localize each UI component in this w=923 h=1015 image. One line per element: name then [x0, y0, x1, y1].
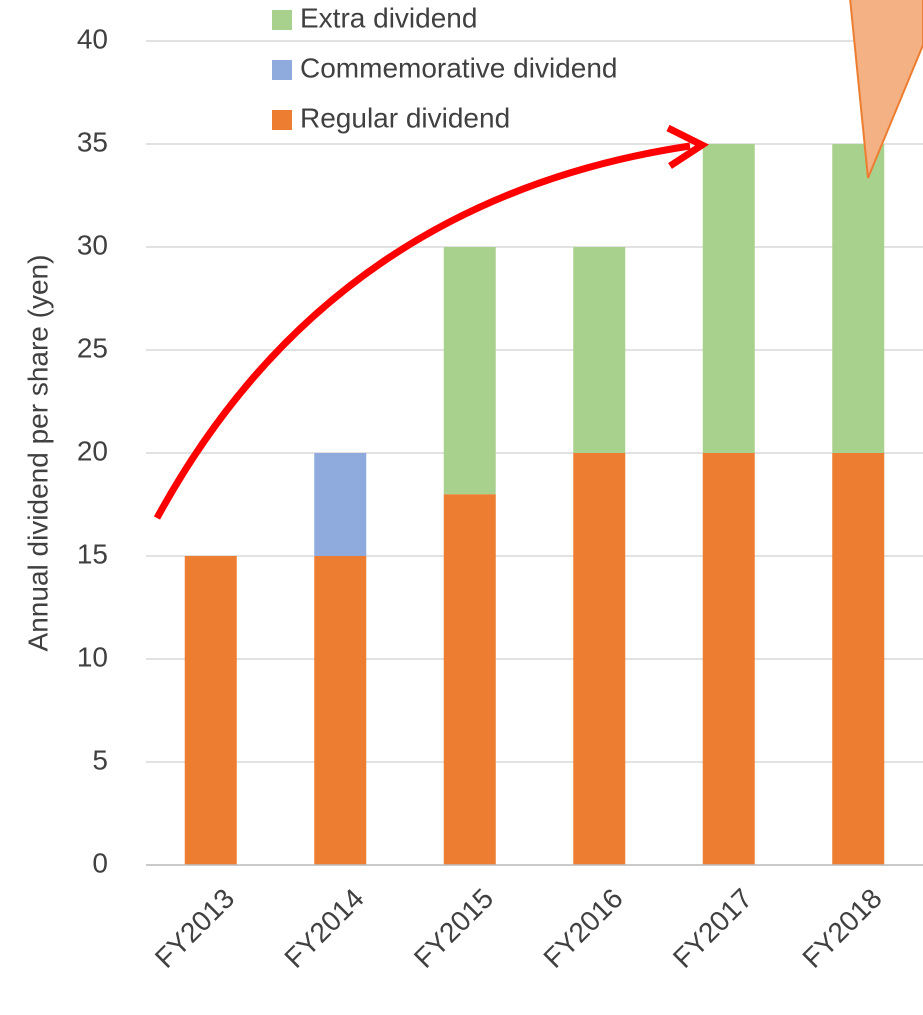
- bar-segment: [443, 494, 496, 865]
- y-tick-label: 10: [77, 641, 108, 672]
- y-axis-label: Annual dividend per share (yen): [22, 255, 53, 652]
- callout: [849, 0, 923, 179]
- bar-segment: [832, 144, 885, 453]
- y-tick-label: 25: [77, 332, 108, 363]
- legend-swatch: [272, 60, 292, 80]
- bar-segment: [573, 453, 626, 865]
- legend-label: Regular dividend: [300, 102, 510, 133]
- x-tick-label: FY2016: [537, 883, 628, 974]
- x-tick-label: FY2018: [796, 883, 887, 974]
- y-tick-label: 30: [77, 229, 108, 260]
- y-tick-label: 20: [77, 435, 108, 466]
- y-tick-label: 15: [77, 538, 108, 569]
- legend-label: Extra dividend: [300, 2, 477, 33]
- legend-swatch: [272, 110, 292, 130]
- y-tick-label: 5: [92, 744, 108, 775]
- bar-segment: [702, 453, 755, 865]
- bar-segment: [443, 247, 496, 495]
- bar-segment: [832, 453, 885, 865]
- bar-segment: [314, 453, 367, 556]
- x-tick-label: FY2013: [149, 883, 240, 974]
- arrow-curve: [153, 142, 691, 520]
- bar-segment: [314, 556, 367, 865]
- y-tick-label: 35: [77, 126, 108, 157]
- y-tick-label: 0: [92, 847, 108, 878]
- y-tick-label: 40: [77, 23, 108, 54]
- bar-segment: [184, 556, 237, 865]
- legend-label: Commemorative dividend: [300, 52, 617, 83]
- bar-segment: [702, 144, 755, 453]
- arrow-head: [666, 124, 710, 169]
- x-tick-label: FY2015: [408, 883, 499, 974]
- x-tick-label: FY2017: [667, 883, 758, 974]
- bar-segment: [573, 247, 626, 453]
- legend-swatch: [272, 10, 292, 30]
- x-tick-label: FY2014: [278, 883, 369, 974]
